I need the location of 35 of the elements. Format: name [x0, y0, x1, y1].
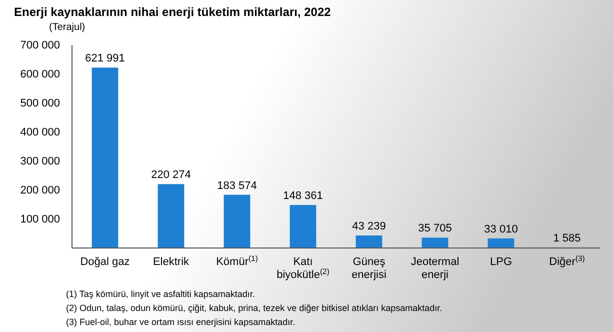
data-label: 1 585: [553, 232, 581, 245]
x-tick-label: Jeotermal enerji: [410, 256, 460, 281]
data-label: 621 991: [85, 52, 125, 65]
bar: [422, 238, 448, 248]
bar: [92, 68, 118, 248]
data-label: 35 705: [418, 222, 452, 235]
bar: [488, 238, 514, 248]
bar: [290, 204, 316, 248]
data-label: 33 010: [484, 223, 518, 236]
y-tick-label: 700 000: [20, 40, 60, 52]
x-tick-label: LPG: [490, 256, 512, 268]
y-tick-label: 500 000: [20, 98, 60, 110]
x-tick-label: Elektrik: [152, 256, 190, 268]
data-label: 220 274: [151, 169, 191, 182]
data-label: 148 361: [283, 190, 323, 202]
y-tick-label: 100 000: [20, 214, 60, 226]
text: (3) Fuel-oil, buhar ve ortam ısısı enerjisini kapsamaktadır.: [66, 317, 296, 327]
y-tick-label: 400 000: [20, 126, 60, 139]
text: (2) Odun, talaş, odun kömürü, çiğit, kabuk, prina, tezek ve diğer bitkisel atıkları kapsamaktadır.: [66, 303, 442, 313]
bar: [356, 235, 382, 248]
x-tick-label: Kömür$^{(1)}$: [216, 254, 258, 268]
chart-title: Enerji kaynaklarının nihai enerji tüketim miktarları, 2022: [14, 5, 332, 19]
y-axis-title: (Terajul): [49, 22, 86, 33]
data-label: 43 239: [352, 220, 386, 232]
bar: [158, 184, 184, 248]
text: (1) Taş kömürü, linyit ve asfaltiti kapsamaktadır.: [66, 289, 255, 299]
x-tick-label: Doğal gaz: [80, 256, 130, 268]
data-label: 183 574: [217, 180, 257, 192]
y-tick-label: 300 000: [20, 156, 60, 168]
x-tick-label: Güneş enerjisi: [352, 256, 386, 281]
y-tick-label: 200 000: [20, 184, 60, 197]
bar: [224, 194, 250, 248]
x-tick-label: Diğer$^{(3)}$: [549, 254, 586, 268]
x-tick-label: Katı biyokütle$^{(2)}$: [276, 256, 330, 281]
y-tick-label: 600 000: [20, 68, 60, 81]
